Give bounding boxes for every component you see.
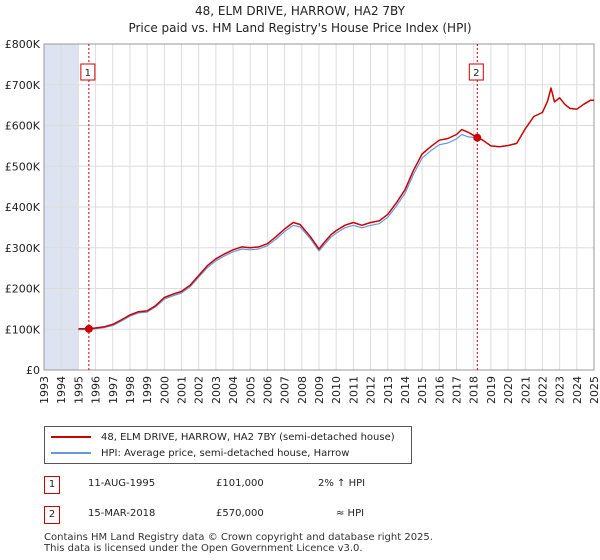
x-tick-label: 2001 bbox=[176, 376, 189, 404]
x-tick-label: 2014 bbox=[399, 376, 412, 404]
x-tick-label: 2024 bbox=[571, 376, 584, 404]
transaction-date: 11-AUG-1995 bbox=[88, 478, 156, 489]
y-tick-label: £0 bbox=[26, 364, 40, 377]
plot-frame bbox=[43, 43, 595, 371]
legend-label-hpi: HPI: Average price, semi-detached house,… bbox=[101, 447, 350, 459]
x-tick-label: 2013 bbox=[382, 376, 395, 404]
footer-license: This data is licensed under the Open Gov… bbox=[44, 543, 363, 554]
x-tick-label: 1995 bbox=[72, 376, 85, 404]
series-line-hpi bbox=[78, 133, 478, 331]
legend-swatch-price bbox=[51, 436, 91, 438]
x-tick-label: 2015 bbox=[416, 376, 429, 404]
x-tick-label: 2009 bbox=[313, 376, 326, 404]
x-tick-label: 2023 bbox=[554, 376, 567, 404]
y-tick-label: £700K bbox=[5, 79, 41, 92]
chart-subtitle: Price paid vs. HM Land Registry's House … bbox=[128, 21, 472, 35]
y-tick-label: £100K bbox=[5, 323, 41, 336]
x-tick-label: 2021 bbox=[519, 376, 532, 404]
x-tick-label: 2008 bbox=[296, 376, 309, 404]
legend-swatch-hpi bbox=[51, 452, 91, 454]
legend-item-price: 48, ELM DRIVE, HARROW, HA2 7BY (semi-det… bbox=[45, 429, 395, 445]
transaction-price: £570,000 bbox=[216, 508, 264, 519]
x-tick-label: 2017 bbox=[451, 376, 464, 404]
y-tick-label: £200K bbox=[5, 283, 41, 296]
series-line-price bbox=[78, 87, 594, 330]
x-tick-label: 1994 bbox=[55, 376, 68, 404]
transaction-hpi-delta: ≈ HPI bbox=[336, 508, 365, 519]
marker-badge bbox=[468, 63, 484, 81]
x-tick-label: 2000 bbox=[158, 376, 171, 404]
x-tick-label: 2006 bbox=[261, 376, 274, 404]
x-tick-label: 2004 bbox=[227, 376, 240, 404]
legend: 48, ELM DRIVE, HARROW, HA2 7BY (semi-det… bbox=[44, 426, 412, 464]
x-tick-label: 2007 bbox=[279, 376, 292, 404]
marker-badge-label: 2 bbox=[473, 68, 479, 79]
transaction-number-badge: 2 bbox=[44, 506, 60, 524]
transaction-date: 15-MAR-2018 bbox=[88, 508, 156, 519]
x-tick-label: 2016 bbox=[433, 376, 446, 404]
transaction-price: £101,000 bbox=[216, 478, 264, 489]
chart-title: 48, ELM DRIVE, HARROW, HA2 7BY bbox=[195, 4, 405, 18]
legend-label-price: 48, ELM DRIVE, HARROW, HA2 7BY (semi-det… bbox=[101, 431, 395, 443]
x-tick-label: 2011 bbox=[347, 376, 360, 404]
x-tick-label: 2025 bbox=[588, 376, 600, 404]
sale-point-marker bbox=[473, 133, 482, 142]
transaction-hpi-delta: 2% ↑ HPI bbox=[318, 478, 366, 489]
x-tick-label: 2019 bbox=[485, 376, 498, 404]
marker-badge-label: 1 bbox=[85, 68, 91, 79]
y-tick-label: £800K bbox=[5, 38, 41, 51]
footer-copyright: Contains HM Land Registry data © Crown c… bbox=[44, 532, 433, 543]
sale-point-marker bbox=[84, 324, 93, 333]
x-tick-label: 2012 bbox=[365, 376, 378, 404]
x-tick-label: 1996 bbox=[90, 376, 103, 404]
price-chart: 1993 1994 1995 1996 1997 1998 1999 2000 2001 2002… bbox=[5, 38, 600, 404]
x-tick-label: 2003 bbox=[210, 376, 223, 404]
x-tick-label: 2022 bbox=[536, 376, 549, 404]
x-tick-label: 2010 bbox=[330, 376, 343, 404]
x-tick-label: 2020 bbox=[502, 376, 515, 404]
x-tick-label: 1999 bbox=[141, 376, 154, 404]
x-tick-label: 1998 bbox=[124, 376, 137, 404]
y-tick-label: £300K bbox=[5, 242, 41, 255]
legend-item-hpi: HPI: Average price, semi-detached house,… bbox=[45, 445, 349, 461]
transaction-number-badge: 1 bbox=[44, 476, 60, 494]
y-tick-label: £600K bbox=[5, 120, 41, 133]
y-tick-label: £400K bbox=[5, 201, 41, 214]
x-tick-label: 2005 bbox=[244, 376, 257, 404]
x-tick-label: 2002 bbox=[193, 376, 206, 404]
x-tick-label: 2018 bbox=[468, 376, 481, 404]
x-tick-label: 1993 bbox=[38, 376, 51, 404]
y-tick-label: £500K bbox=[5, 160, 41, 173]
x-tick-label: 1997 bbox=[107, 376, 120, 404]
marker-badge bbox=[80, 63, 96, 81]
